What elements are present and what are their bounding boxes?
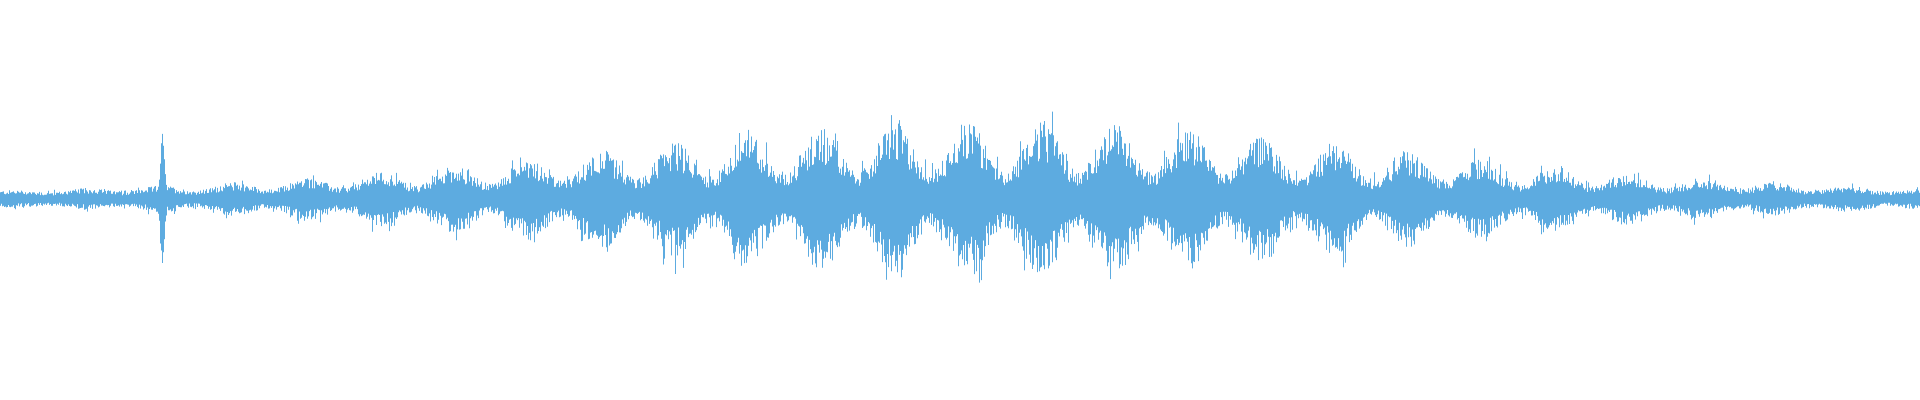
waveform: [0, 111, 1920, 283]
